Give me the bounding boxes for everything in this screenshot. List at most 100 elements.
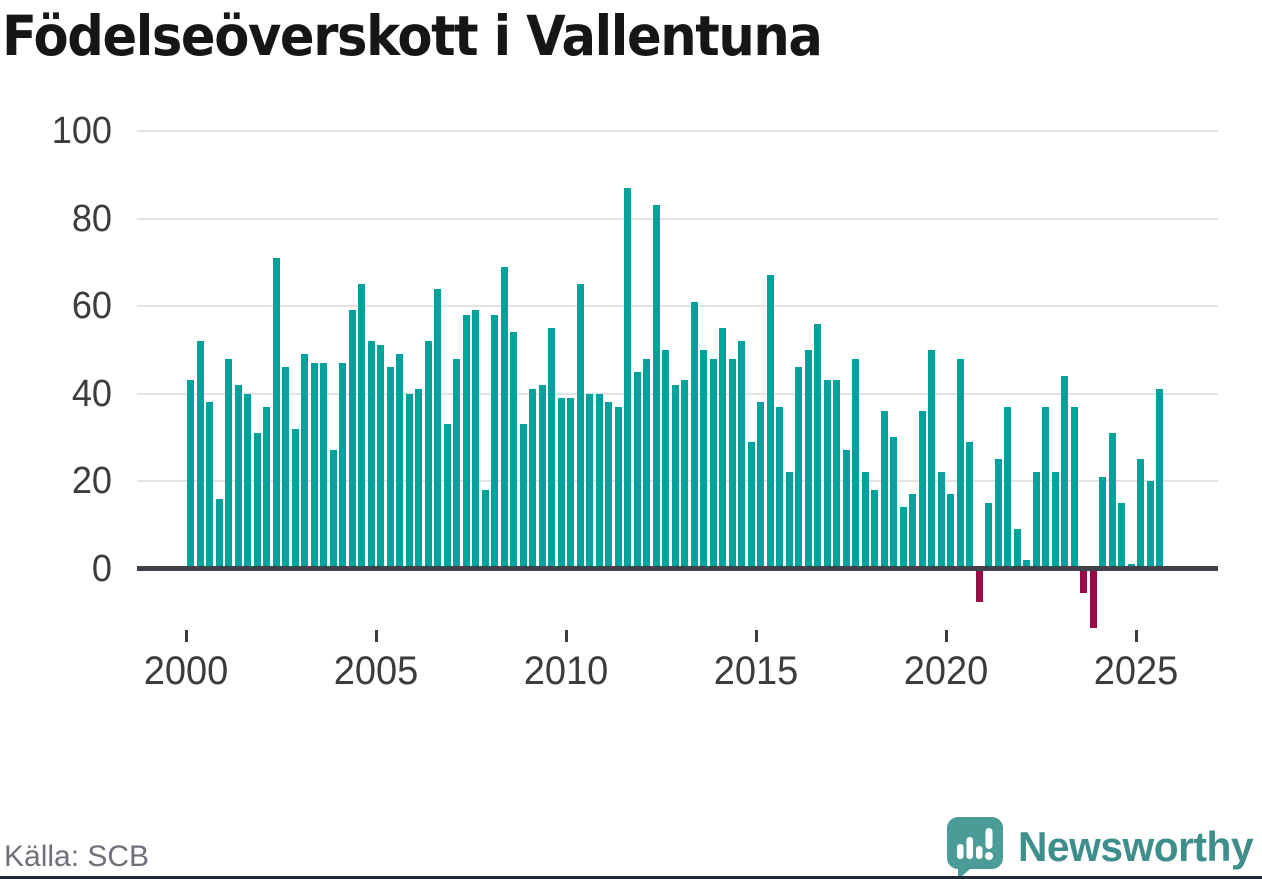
bar-2023-q1 [1061, 376, 1069, 569]
bar-2001-q2 [234, 384, 242, 569]
bar-2000-q3 [206, 402, 214, 569]
x-tick-2025 [1134, 630, 1138, 642]
bar-2015-q3 [776, 406, 784, 569]
bar-2020-q2 [956, 358, 964, 569]
bar-2018-q3 [890, 437, 898, 569]
bar-2001-q4 [253, 432, 261, 569]
bar-2019-q4 [937, 472, 945, 569]
bar-2011-q1 [605, 402, 613, 569]
bar-2001-q3 [244, 393, 252, 569]
newsworthy-brand: Newsworthy [944, 816, 1260, 878]
bar-2016-q4 [823, 380, 831, 569]
source-text: Källa: SCB [4, 840, 150, 873]
x-axis-tick-label: 2020 [903, 649, 989, 693]
chart-title: Födelseöverskott i Vallentuna [2, 4, 823, 68]
bar-2020-q3 [966, 441, 974, 569]
bar-2024-q2 [1108, 432, 1116, 569]
bar-2010-q1 [567, 397, 575, 569]
bar-2012-q1 [643, 358, 651, 569]
bar-2011-q3 [624, 187, 632, 569]
bar-2013-q4 [709, 358, 717, 569]
bar-2024-q3 [1118, 502, 1126, 569]
gridline-y80 [137, 217, 1218, 220]
bar-2000-q1 [187, 380, 195, 569]
bar-2023-q4 [1089, 571, 1097, 628]
bar-2005-q2 [386, 367, 394, 569]
bar-2010-q4 [595, 393, 603, 569]
bar-2004-q1 [339, 362, 347, 569]
bar-2004-q3 [358, 284, 366, 569]
bar-2009-q4 [557, 397, 565, 569]
bar-2010-q2 [576, 284, 584, 569]
bar-2012-q4 [671, 384, 679, 569]
bar-2015-q2 [766, 275, 774, 569]
x-tick-2020 [944, 630, 948, 642]
bar-2021-q2 [994, 459, 1002, 569]
bar-2008-q1 [491, 314, 499, 569]
y-axis-tick-label: 20 [71, 460, 112, 502]
y-axis-tick-label: 80 [71, 197, 112, 240]
bar-2007-q2 [462, 314, 470, 569]
bar-2014-q2 [728, 358, 736, 569]
bar-2017-q3 [852, 358, 860, 569]
bar-2025-q3 [1156, 389, 1164, 569]
bar-2006-q3 [434, 288, 442, 569]
newsworthy-wordmark: Newsworthy [1017, 823, 1254, 870]
logo-bubble-shape [946, 817, 1003, 878]
bar-2002-q3 [282, 367, 290, 569]
bar-2018-q2 [880, 411, 888, 569]
bar-2002-q1 [263, 406, 271, 569]
bar-2005-q4 [405, 393, 413, 569]
logo-bars-exclamation-icon [956, 828, 993, 860]
bar-2021-q3 [1004, 406, 1012, 569]
bar-2005-q1 [377, 345, 385, 569]
bar-2020-q1 [947, 494, 955, 569]
y-axis-tick-label: 0 [91, 547, 112, 590]
bar-2009-q2 [538, 384, 546, 569]
bar-2012-q3 [662, 349, 670, 569]
bar-2003-q4 [329, 450, 337, 569]
bar-2016-q2 [804, 349, 812, 569]
bar-2010-q3 [586, 393, 594, 569]
bar-2009-q1 [529, 389, 537, 569]
bar-2000-q2 [196, 341, 204, 569]
y-axis-tick-label: 40 [71, 372, 112, 415]
bar-2014-q1 [719, 327, 727, 569]
bar-2004-q4 [367, 341, 375, 569]
bar-2012-q2 [652, 205, 660, 569]
bar-2004-q2 [348, 310, 356, 569]
bar-2008-q2 [500, 266, 508, 569]
bar-2019-q3 [928, 349, 936, 569]
bar-2025-q2 [1146, 481, 1154, 569]
newsworthy-logo [946, 817, 1003, 878]
bar-2023-q3 [1080, 571, 1088, 593]
bar-2001-q1 [225, 358, 233, 569]
bar-2021-q1 [985, 502, 993, 569]
x-axis-tick-label: 2010 [523, 649, 609, 693]
bar-2018-q1 [871, 489, 879, 569]
bar-2025-q1 [1137, 459, 1145, 569]
y-axis-tick-label: 60 [71, 285, 112, 327]
x-axis-tick-label: 2025 [1093, 649, 1179, 693]
bar-2002-q4 [291, 428, 299, 569]
bar-2007-q1 [453, 358, 461, 569]
bar-2011-q2 [614, 406, 622, 569]
bar-2015-q4 [785, 472, 793, 569]
bar-2014-q4 [747, 441, 755, 569]
bar-2018-q4 [899, 507, 907, 569]
bar-2003-q2 [310, 362, 318, 569]
bar-2005-q3 [396, 354, 404, 569]
x-tick-2015 [754, 630, 758, 642]
bar-2022-q1 [1023, 559, 1031, 569]
bar-2022-q4 [1051, 472, 1059, 569]
bar-2013-q3 [700, 349, 708, 569]
x-axis-tick-label: 2015 [713, 649, 799, 693]
bar-2016-q1 [795, 367, 803, 569]
bottom-strip [0, 876, 1262, 879]
bar-2017-q1 [833, 380, 841, 569]
bar-2022-q2 [1032, 472, 1040, 569]
bar-2019-q2 [918, 411, 926, 569]
bar-2000-q4 [215, 498, 223, 569]
bar-2006-q1 [415, 389, 423, 569]
